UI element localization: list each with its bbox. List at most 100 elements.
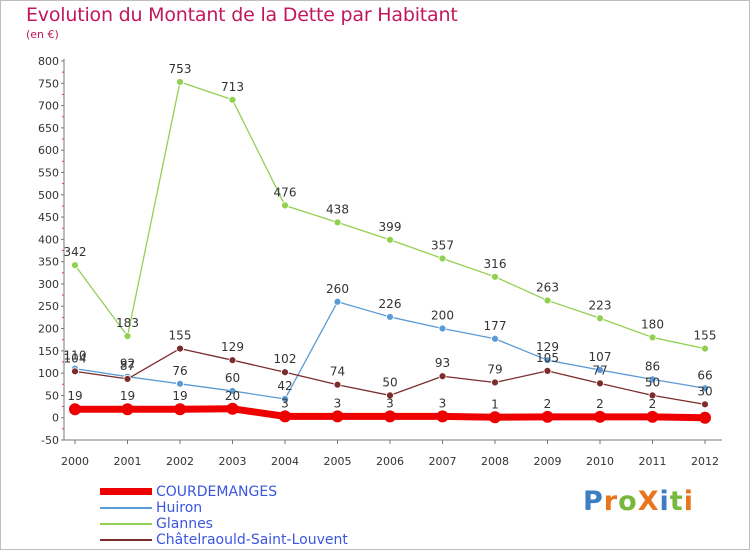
data-label: 30 bbox=[697, 384, 712, 398]
legend-swatch bbox=[100, 488, 152, 495]
y-tick-label: 100 bbox=[38, 367, 59, 380]
data-label: 3 bbox=[334, 396, 342, 410]
data-label: 180 bbox=[641, 317, 664, 331]
chart-unit: (en €) bbox=[26, 28, 59, 41]
x-tick-label: 2002 bbox=[166, 455, 194, 468]
data-point bbox=[701, 384, 709, 393]
logo-letter: P bbox=[583, 486, 604, 517]
y-tick-label: 150 bbox=[38, 345, 59, 358]
data-label: 107 bbox=[589, 350, 612, 364]
data-label: 66 bbox=[697, 368, 712, 382]
y-tick-label: 750 bbox=[38, 77, 59, 90]
x-tick-label: 2009 bbox=[534, 455, 562, 468]
data-label: 50 bbox=[382, 375, 397, 389]
data-point bbox=[174, 403, 186, 416]
data-point bbox=[701, 400, 709, 409]
data-point bbox=[71, 261, 79, 270]
data-label: 223 bbox=[589, 298, 612, 312]
y-tick-label: 350 bbox=[38, 256, 59, 269]
data-point bbox=[594, 410, 606, 423]
data-label: 316 bbox=[484, 257, 507, 271]
legend-swatch bbox=[100, 507, 152, 509]
data-label: 110 bbox=[64, 349, 87, 363]
data-point bbox=[333, 297, 342, 306]
data-label: 129 bbox=[221, 340, 244, 354]
data-point bbox=[176, 78, 184, 86]
chart-title: Evolution du Montant de la Dette par Hab… bbox=[26, 4, 458, 26]
data-point bbox=[543, 366, 552, 375]
data-point bbox=[491, 272, 499, 281]
data-label: 155 bbox=[694, 329, 717, 343]
y-tick-label: 500 bbox=[38, 189, 59, 202]
y-tick-label: 300 bbox=[38, 278, 59, 291]
data-point bbox=[489, 411, 501, 424]
data-point bbox=[543, 356, 552, 365]
proxiti-logo: ProXiti bbox=[583, 486, 694, 517]
data-label: 60 bbox=[225, 371, 240, 385]
y-tick-label: -50 bbox=[41, 434, 59, 447]
data-label: 2 bbox=[544, 397, 552, 411]
data-label: 76 bbox=[172, 364, 187, 378]
data-point bbox=[596, 314, 604, 323]
data-label: 129 bbox=[536, 340, 559, 354]
data-label: 263 bbox=[536, 280, 559, 294]
legend-swatch bbox=[100, 539, 152, 541]
data-point bbox=[596, 366, 604, 374]
data-point bbox=[331, 410, 344, 423]
data-point bbox=[69, 403, 81, 416]
x-tick-label: 2008 bbox=[481, 455, 509, 468]
data-label: 183 bbox=[116, 316, 139, 330]
data-label: 19 bbox=[120, 389, 135, 403]
x-tick-label: 2011 bbox=[639, 455, 667, 468]
data-point bbox=[646, 410, 659, 423]
data-label: 342 bbox=[64, 245, 87, 259]
data-label: 713 bbox=[221, 80, 244, 94]
data-label: 177 bbox=[484, 319, 507, 333]
data-point bbox=[228, 387, 237, 395]
data-point bbox=[71, 367, 79, 376]
data-label: 1 bbox=[491, 397, 499, 411]
x-tick-label: 2004 bbox=[271, 455, 299, 468]
data-label: 102 bbox=[274, 352, 297, 366]
y-tick-label: 650 bbox=[38, 122, 59, 135]
x-tick-label: 2007 bbox=[429, 455, 457, 468]
data-label: 105 bbox=[536, 351, 559, 365]
data-point bbox=[438, 372, 447, 381]
data-label: 104 bbox=[64, 351, 87, 365]
y-tick-label: 700 bbox=[38, 100, 59, 113]
y-tick-label: 50 bbox=[45, 389, 59, 402]
data-label: 19 bbox=[172, 389, 187, 403]
logo-letter: X bbox=[637, 486, 660, 517]
data-point bbox=[436, 410, 449, 423]
x-tick-label: 2000 bbox=[61, 455, 89, 468]
logo-letter: t bbox=[669, 486, 684, 517]
data-point bbox=[438, 254, 447, 263]
x-tick-label: 2003 bbox=[219, 455, 247, 468]
data-point bbox=[491, 378, 499, 387]
data-label: 476 bbox=[274, 185, 297, 199]
logo-letter: i bbox=[683, 486, 694, 517]
y-tick-label: 200 bbox=[38, 323, 59, 336]
data-label: 357 bbox=[431, 239, 454, 253]
data-label: 3 bbox=[386, 396, 394, 410]
data-label: 20 bbox=[225, 389, 240, 403]
data-label: 86 bbox=[645, 359, 660, 373]
data-label: 200 bbox=[431, 309, 454, 323]
legend-label: Châtelraould-Saint-Louvent bbox=[156, 532, 348, 548]
x-tick-label: 2010 bbox=[586, 455, 614, 468]
data-point bbox=[701, 344, 709, 353]
data-point bbox=[596, 379, 604, 388]
data-point bbox=[541, 410, 554, 423]
y-tick-label: 600 bbox=[38, 144, 59, 157]
y-tick-label: 450 bbox=[38, 211, 59, 224]
data-point bbox=[226, 402, 239, 415]
data-point bbox=[228, 356, 237, 365]
data-point bbox=[543, 296, 552, 305]
y-tick-label: 400 bbox=[38, 233, 59, 246]
data-point bbox=[281, 201, 289, 210]
legend-label: COURDEMANGES bbox=[156, 484, 278, 500]
data-label: 42 bbox=[277, 379, 292, 393]
logo-letter: r bbox=[603, 486, 619, 517]
data-label: 79 bbox=[487, 362, 502, 376]
legend-label: Huiron bbox=[156, 500, 203, 516]
